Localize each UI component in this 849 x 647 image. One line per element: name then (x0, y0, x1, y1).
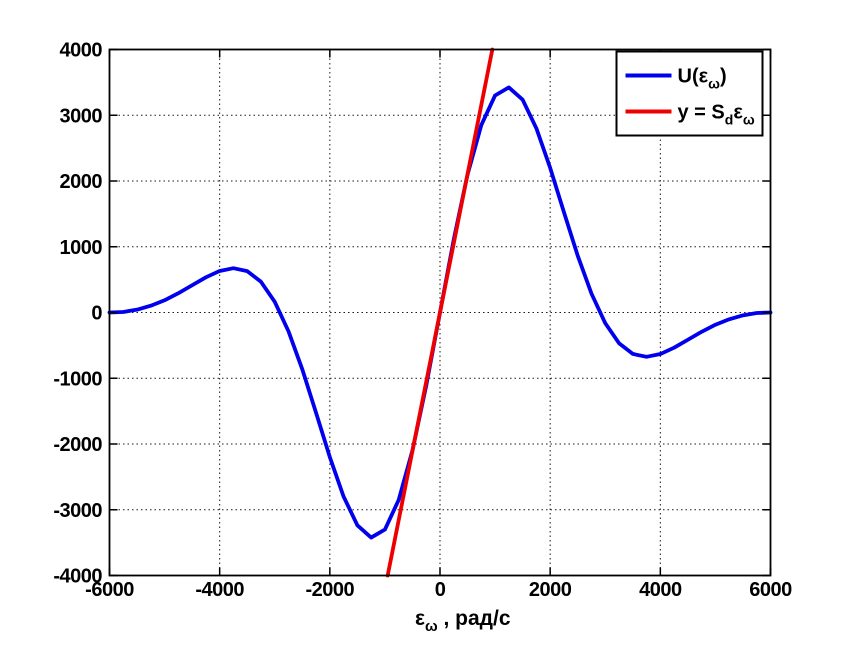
svg-text:-1000: -1000 (53, 368, 102, 390)
legend-entry: y = Sdεω (625, 102, 755, 128)
series-tangent-line (385, 47, 495, 578)
svg-text:1000: 1000 (60, 237, 103, 259)
axes-box (108, 48, 772, 577)
svg-text:-2000: -2000 (306, 579, 355, 601)
svg-text:εω , рад/с: εω , рад/с (415, 607, 511, 635)
svg-text:-2000: -2000 (53, 434, 102, 456)
svg-text:4000: 4000 (639, 579, 682, 601)
legend-label: y = Sdεω (678, 102, 755, 128)
svg-text:0: 0 (435, 579, 446, 601)
svg-text:-4000: -4000 (53, 566, 102, 588)
svg-text:-4000: -4000 (195, 579, 244, 601)
svg-text:4000: 4000 (60, 40, 103, 62)
legend-label: U(εω) (678, 66, 727, 92)
svg-text:0: 0 (91, 303, 102, 325)
y-tick-labels: -4000 -3000 -2000 -1000 0 1000 2000 3000 4000 (53, 40, 103, 588)
svg-text:2000: 2000 (529, 579, 572, 601)
x-tick-labels: -6000 -4000 -2000 0 2000 4000 6000 (85, 579, 792, 601)
svg-text:-6000: -6000 (85, 579, 134, 601)
legend: U(εω) y = Sdεω (615, 50, 764, 137)
svg-text:2000: 2000 (60, 171, 103, 193)
x-axis-label: εω , рад/с (415, 607, 511, 635)
legend-entry: U(εω) (625, 66, 727, 92)
svg-text:3000: 3000 (60, 105, 103, 127)
svg-text:6000: 6000 (749, 579, 792, 601)
svg-text:-3000: -3000 (53, 500, 102, 522)
